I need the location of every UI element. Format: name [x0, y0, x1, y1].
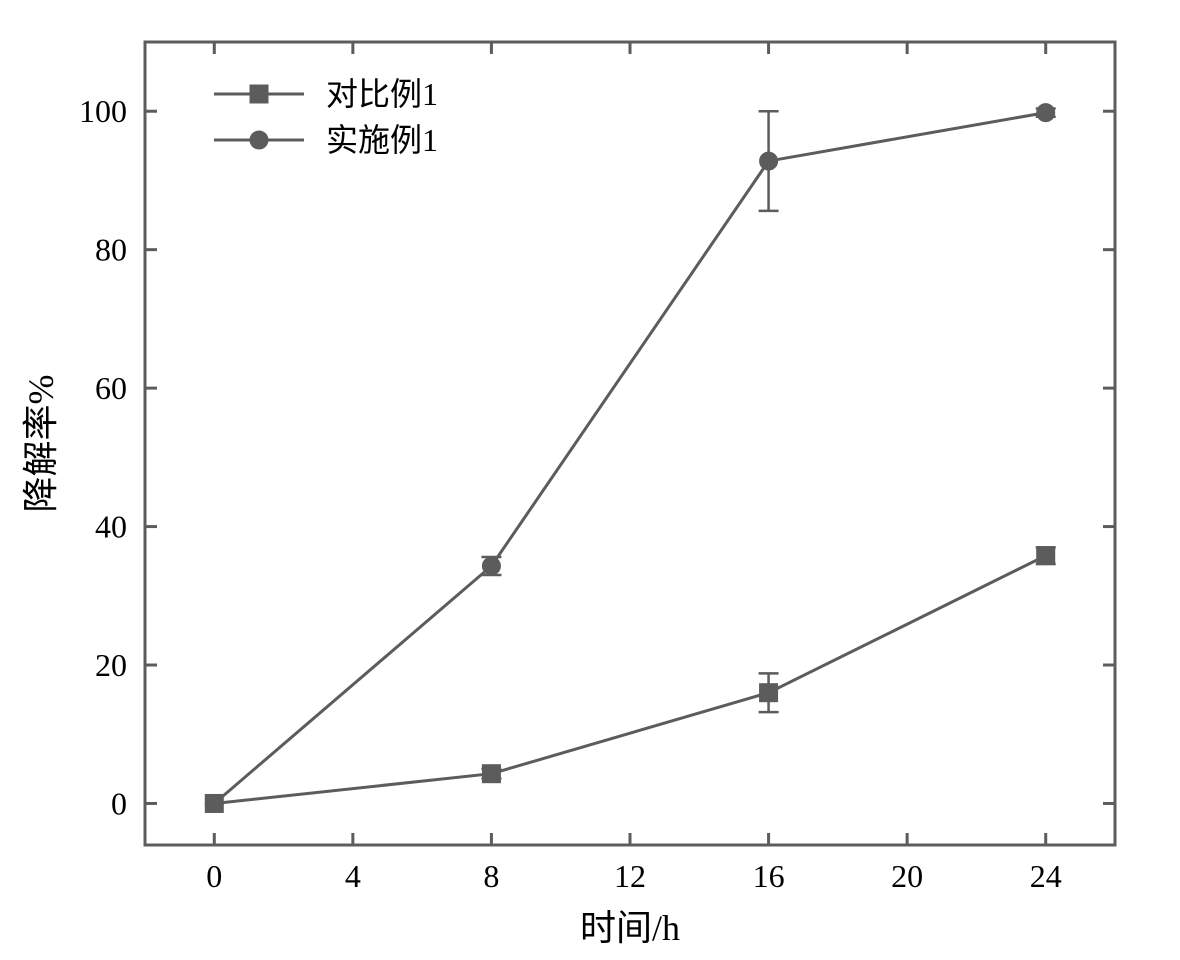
x-axis-label: 时间/h	[580, 908, 680, 948]
x-tick-label: 4	[345, 858, 361, 894]
legend-label: 对比例1	[326, 76, 438, 112]
marker-circle	[482, 557, 500, 575]
x-tick-label: 24	[1030, 858, 1062, 894]
y-tick-label: 0	[111, 785, 127, 821]
degradation-chart: 0 4 8 12 16 20 24 0 20 40 60 80 100 时间/h 降解率% 对比例1 实施例1	[0, 0, 1180, 960]
marker-square	[760, 684, 778, 702]
y-tick-label: 100	[79, 93, 127, 129]
y-tick-label: 20	[95, 647, 127, 683]
marker-circle	[1037, 104, 1055, 122]
marker-circle	[760, 152, 778, 170]
y-tick-label: 60	[95, 370, 127, 406]
y-axis-label: 降解率%	[21, 375, 61, 513]
plot-frame	[145, 42, 1115, 845]
x-tick-label: 8	[483, 858, 499, 894]
x-tick-label: 12	[614, 858, 646, 894]
legend-marker-circle	[250, 131, 268, 149]
x-tick-label: 0	[206, 858, 222, 894]
y-tick-label: 80	[95, 232, 127, 268]
y-tick-label: 40	[95, 509, 127, 545]
legend-marker-square	[250, 85, 268, 103]
marker-square	[482, 765, 500, 783]
series-line-exp1	[214, 113, 1045, 804]
legend-label: 实施例1	[326, 122, 438, 158]
x-tick-label: 20	[891, 858, 923, 894]
series-line-comp1	[214, 556, 1045, 804]
x-tick-label: 16	[753, 858, 785, 894]
chart-container: 0 4 8 12 16 20 24 0 20 40 60 80 100 时间/h 降解率% 对比例1 实施例1	[0, 0, 1180, 960]
marker-square	[1037, 547, 1055, 565]
marker-circle	[205, 794, 223, 812]
